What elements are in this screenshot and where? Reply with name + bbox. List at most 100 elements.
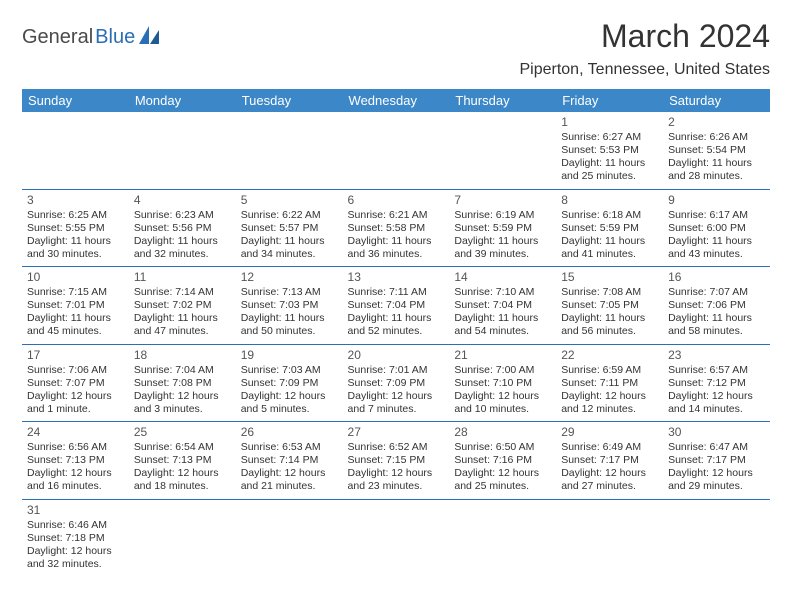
daylight-text: and 16 minutes. [27, 480, 124, 493]
calendar-cell: 25Sunrise: 6:54 AMSunset: 7:13 PMDayligh… [129, 422, 236, 500]
day-number: 2 [668, 115, 765, 130]
day-number: 30 [668, 425, 765, 440]
day-number: 20 [348, 348, 445, 363]
logo: General Blue [22, 26, 161, 49]
calendar-cell [129, 499, 236, 576]
sunrise-text: Sunrise: 6:17 AM [668, 209, 765, 222]
sunrise-text: Sunrise: 6:23 AM [134, 209, 231, 222]
sunrise-text: Sunrise: 7:00 AM [454, 364, 551, 377]
calendar-cell: 28Sunrise: 6:50 AMSunset: 7:16 PMDayligh… [449, 422, 556, 500]
day-number: 15 [561, 270, 658, 285]
day-number: 25 [134, 425, 231, 440]
calendar-cell: 10Sunrise: 7:15 AMSunset: 7:01 PMDayligh… [22, 267, 129, 345]
daylight-text: and 5 minutes. [241, 403, 338, 416]
sunset-text: Sunset: 5:59 PM [454, 222, 551, 235]
sunset-text: Sunset: 7:14 PM [241, 454, 338, 467]
daylight-text: Daylight: 11 hours [561, 312, 658, 325]
daylight-text: Daylight: 11 hours [348, 235, 445, 248]
day-header: Monday [129, 89, 236, 112]
sunrise-text: Sunrise: 6:19 AM [454, 209, 551, 222]
calendar-week: 1Sunrise: 6:27 AMSunset: 5:53 PMDaylight… [22, 112, 770, 189]
sunrise-text: Sunrise: 6:54 AM [134, 441, 231, 454]
sunrise-text: Sunrise: 6:22 AM [241, 209, 338, 222]
sunset-text: Sunset: 6:00 PM [668, 222, 765, 235]
location: Piperton, Tennessee, United States [519, 61, 770, 79]
daylight-text: Daylight: 12 hours [241, 467, 338, 480]
day-number: 6 [348, 193, 445, 208]
sunrise-text: Sunrise: 7:10 AM [454, 286, 551, 299]
calendar-cell: 19Sunrise: 7:03 AMSunset: 7:09 PMDayligh… [236, 344, 343, 422]
daylight-text: Daylight: 12 hours [561, 390, 658, 403]
sunset-text: Sunset: 5:55 PM [27, 222, 124, 235]
daylight-text: Daylight: 12 hours [454, 467, 551, 480]
day-number: 8 [561, 193, 658, 208]
calendar-cell: 18Sunrise: 7:04 AMSunset: 7:08 PMDayligh… [129, 344, 236, 422]
calendar-cell: 11Sunrise: 7:14 AMSunset: 7:02 PMDayligh… [129, 267, 236, 345]
daylight-text: and 41 minutes. [561, 248, 658, 261]
calendar-cell: 23Sunrise: 6:57 AMSunset: 7:12 PMDayligh… [663, 344, 770, 422]
sunrise-text: Sunrise: 7:04 AM [134, 364, 231, 377]
sunset-text: Sunset: 7:12 PM [668, 377, 765, 390]
day-header: Friday [556, 89, 663, 112]
day-number: 22 [561, 348, 658, 363]
sunrise-text: Sunrise: 7:01 AM [348, 364, 445, 377]
daylight-text: and 21 minutes. [241, 480, 338, 493]
daylight-text: Daylight: 11 hours [134, 235, 231, 248]
daylight-text: and 25 minutes. [454, 480, 551, 493]
sunrise-text: Sunrise: 7:08 AM [561, 286, 658, 299]
calendar-week: 10Sunrise: 7:15 AMSunset: 7:01 PMDayligh… [22, 267, 770, 345]
calendar-cell: 24Sunrise: 6:56 AMSunset: 7:13 PMDayligh… [22, 422, 129, 500]
daylight-text: and 1 minute. [27, 403, 124, 416]
sunrise-text: Sunrise: 6:52 AM [348, 441, 445, 454]
day-header: Thursday [449, 89, 556, 112]
calendar-cell [129, 112, 236, 189]
sunset-text: Sunset: 7:16 PM [454, 454, 551, 467]
calendar-cell: 31Sunrise: 6:46 AMSunset: 7:18 PMDayligh… [22, 499, 129, 576]
daylight-text: and 32 minutes. [134, 248, 231, 261]
calendar-cell [236, 499, 343, 576]
day-number: 11 [134, 270, 231, 285]
sunset-text: Sunset: 5:57 PM [241, 222, 338, 235]
daylight-text: and 52 minutes. [348, 325, 445, 338]
daylight-text: Daylight: 12 hours [668, 390, 765, 403]
calendar-cell: 22Sunrise: 6:59 AMSunset: 7:11 PMDayligh… [556, 344, 663, 422]
sunset-text: Sunset: 7:04 PM [348, 299, 445, 312]
daylight-text: Daylight: 12 hours [454, 390, 551, 403]
day-header: Saturday [663, 89, 770, 112]
header: General Blue March 2024 Piperton, Tennes… [22, 18, 770, 79]
sunrise-text: Sunrise: 6:46 AM [27, 519, 124, 532]
sunrise-text: Sunrise: 7:15 AM [27, 286, 124, 299]
daylight-text: and 45 minutes. [27, 325, 124, 338]
day-number: 24 [27, 425, 124, 440]
calendar-cell [449, 112, 556, 189]
calendar-table: Sunday Monday Tuesday Wednesday Thursday… [22, 89, 770, 576]
day-number: 3 [27, 193, 124, 208]
sunset-text: Sunset: 7:05 PM [561, 299, 658, 312]
sunset-text: Sunset: 5:53 PM [561, 144, 658, 157]
day-number: 26 [241, 425, 338, 440]
sunrise-text: Sunrise: 6:53 AM [241, 441, 338, 454]
daylight-text: Daylight: 12 hours [241, 390, 338, 403]
daylight-text: and 29 minutes. [668, 480, 765, 493]
day-number: 5 [241, 193, 338, 208]
daylight-text: and 47 minutes. [134, 325, 231, 338]
calendar-cell [22, 112, 129, 189]
sunset-text: Sunset: 7:03 PM [241, 299, 338, 312]
calendar-cell [663, 499, 770, 576]
daylight-text: and 23 minutes. [348, 480, 445, 493]
sunrise-text: Sunrise: 7:13 AM [241, 286, 338, 299]
calendar-cell: 30Sunrise: 6:47 AMSunset: 7:17 PMDayligh… [663, 422, 770, 500]
day-header-row: Sunday Monday Tuesday Wednesday Thursday… [22, 89, 770, 112]
daylight-text: and 3 minutes. [134, 403, 231, 416]
daylight-text: and 56 minutes. [561, 325, 658, 338]
calendar-cell: 8Sunrise: 6:18 AMSunset: 5:59 PMDaylight… [556, 189, 663, 267]
daylight-text: and 54 minutes. [454, 325, 551, 338]
sunset-text: Sunset: 7:13 PM [134, 454, 231, 467]
calendar-cell: 4Sunrise: 6:23 AMSunset: 5:56 PMDaylight… [129, 189, 236, 267]
calendar-cell: 17Sunrise: 7:06 AMSunset: 7:07 PMDayligh… [22, 344, 129, 422]
daylight-text: Daylight: 12 hours [348, 467, 445, 480]
sunset-text: Sunset: 5:59 PM [561, 222, 658, 235]
daylight-text: and 43 minutes. [668, 248, 765, 261]
sunset-text: Sunset: 7:04 PM [454, 299, 551, 312]
day-number: 17 [27, 348, 124, 363]
